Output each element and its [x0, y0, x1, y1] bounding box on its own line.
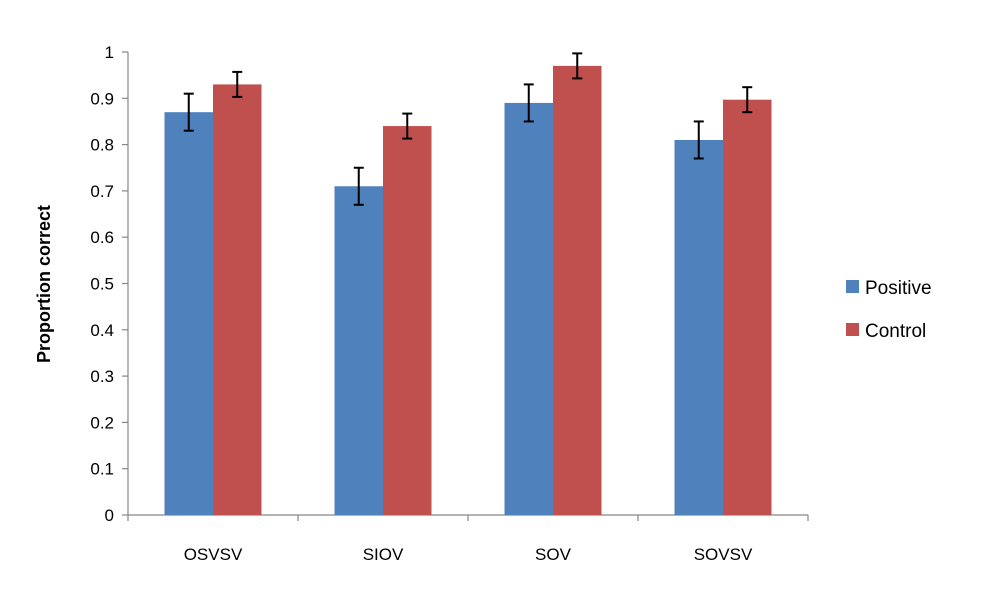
y-tick-label: 0.5	[90, 275, 114, 294]
error-bar	[572, 52, 583, 80]
y-tick-label: 1	[105, 43, 114, 62]
error-bar	[402, 112, 413, 140]
legend-item-positive: Positive	[846, 278, 932, 299]
y-tick-label: 0.2	[90, 413, 114, 432]
x-tick-label: SOV	[535, 545, 572, 564]
error-bar	[183, 92, 194, 132]
y-tick-label: 0.1	[90, 460, 114, 479]
bar-control-siov	[383, 126, 432, 515]
error-bar	[693, 120, 704, 160]
bars	[164, 65, 772, 516]
bar-positive-osvsv	[164, 112, 213, 515]
x-tick-label: SOVSV	[694, 545, 753, 564]
bar-positive-siov	[334, 186, 383, 515]
error-bar	[353, 166, 364, 206]
y-tick-label: 0.7	[90, 182, 114, 201]
bar-positive-sov	[504, 102, 553, 516]
x-tick-label: OSVSV	[184, 545, 243, 564]
bar-control-sov	[553, 65, 602, 515]
error-bar	[742, 86, 753, 114]
legend-swatch	[846, 323, 859, 336]
legend: Positive Control	[846, 278, 932, 342]
bar-positive-sovsv	[674, 139, 723, 515]
y-tick-label: 0.9	[90, 89, 114, 108]
error-bar	[523, 83, 534, 123]
error-bar	[232, 70, 243, 98]
y-tick-label: 0	[105, 506, 114, 525]
y-tick-label: 0.6	[90, 228, 114, 247]
x-axis: OSVSV SIOV SOV SOVSV	[127, 514, 809, 564]
legend-swatch	[846, 280, 859, 293]
legend-item-control: Control	[846, 321, 926, 342]
legend-label: Control	[865, 321, 926, 342]
y-axis-title: Proportion correct	[34, 205, 54, 363]
y-tick-label: 0.4	[90, 321, 114, 340]
y-axis: 0 0.1 0.2 0.3 0.4 0.5 0.6 0.7 0.8 0.9 1	[90, 43, 129, 525]
x-tick-label: SIOV	[363, 545, 404, 564]
bar-control-osvsv	[213, 84, 262, 515]
error-bars	[183, 52, 753, 206]
y-tick-label: 0.3	[90, 367, 114, 386]
bar-control-sovsv	[723, 99, 772, 516]
legend-label: Positive	[865, 278, 932, 299]
y-tick-label: 0.8	[90, 136, 114, 155]
